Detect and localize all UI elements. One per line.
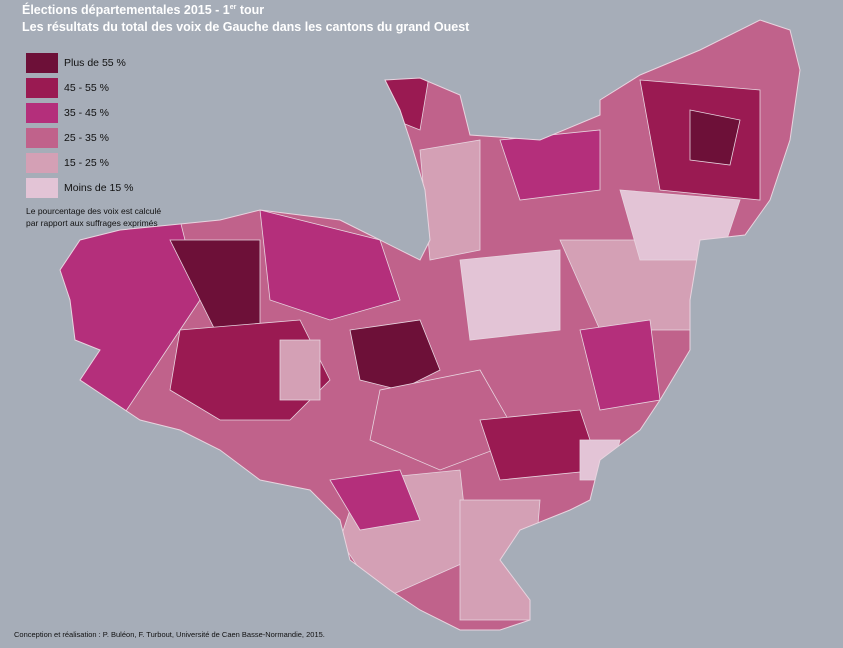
legend-swatch <box>26 177 58 198</box>
legend-label: Moins de 15 % <box>64 181 134 194</box>
legend-swatch <box>26 77 58 98</box>
note-line: Le pourcentage des voix est calculé <box>26 206 162 216</box>
legend-label: 35 - 45 % <box>64 106 109 119</box>
map-outline <box>59 19 801 631</box>
title: Élections départementales 2015 - 1er tou… <box>22 3 264 17</box>
canton <box>369 369 521 471</box>
legend-swatch <box>26 102 58 123</box>
canton <box>279 339 321 401</box>
legend-item: 45 - 55 % <box>26 75 133 100</box>
canton <box>459 249 561 341</box>
legend-label: 15 - 25 % <box>64 156 109 169</box>
legend-label: 25 - 35 % <box>64 131 109 144</box>
title-sup: er <box>229 3 237 11</box>
legend-swatch <box>26 52 58 73</box>
legend-item: Plus de 55 % <box>26 50 133 75</box>
note: Le pourcentage des voix est calculé par … <box>26 205 161 229</box>
canton <box>349 319 441 391</box>
legend-item: 35 - 45 % <box>26 100 133 125</box>
canton <box>329 469 421 531</box>
legend-swatch <box>26 152 58 173</box>
canton <box>619 189 741 261</box>
credit: Conception et réalisation : P. Buléon, F… <box>14 630 325 639</box>
canton <box>259 209 401 321</box>
title-text: tour <box>236 3 265 17</box>
legend-item: Moins de 15 % <box>26 175 133 200</box>
legend-label: Plus de 55 % <box>64 56 126 69</box>
legend: Plus de 55 % 45 - 55 % 35 - 45 % 25 - 35 % 1… <box>26 50 133 200</box>
legend-item: 15 - 25 % <box>26 150 133 175</box>
legend-item: 25 - 35 % <box>26 125 133 150</box>
title-text: Élections départementales 2015 - 1 <box>22 3 230 17</box>
legend-swatch <box>26 127 58 148</box>
subtitle: Les résultats du total des voix de Gauch… <box>22 20 470 34</box>
legend-label: 45 - 55 % <box>64 81 109 94</box>
canton <box>689 109 741 166</box>
note-line: par rapport aux suffrages exprimés <box>26 218 158 228</box>
canton <box>499 129 601 201</box>
